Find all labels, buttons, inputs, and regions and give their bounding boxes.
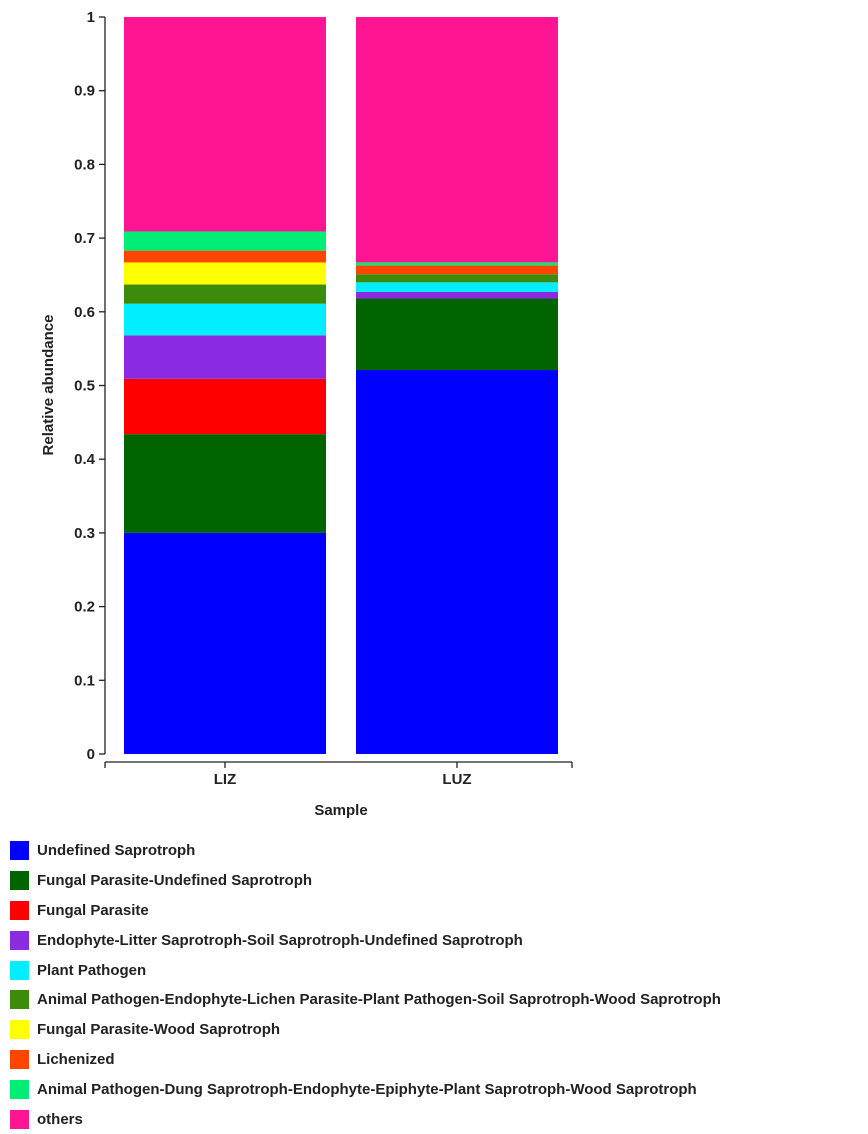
y-tick-label: 0.7 xyxy=(74,230,95,247)
legend-item: others xyxy=(10,1104,721,1134)
y-tick-label: 0.6 xyxy=(74,304,95,321)
bar-segment-liz-3 xyxy=(124,335,326,379)
legend-item: Lichenized xyxy=(10,1045,721,1075)
legend-label: Animal Pathogen-Endophyte-Lichen Parasit… xyxy=(37,991,721,1009)
legend-item: Animal Pathogen-Endophyte-Lichen Parasit… xyxy=(10,985,721,1015)
legend-swatch xyxy=(10,1049,29,1069)
legend-item: Undefined Saprotroph xyxy=(10,836,721,866)
legend-label: Lichenized xyxy=(37,1050,115,1068)
legend-swatch xyxy=(10,960,29,980)
y-tick-label: 0.2 xyxy=(74,599,95,616)
bars-group xyxy=(124,17,558,754)
legend-swatch xyxy=(10,1109,29,1129)
bar-segment-luz-4 xyxy=(356,282,558,292)
legend-swatch xyxy=(10,871,29,891)
legend: Undefined Saprotroph Fungal Parasite-Unde… xyxy=(10,836,721,1134)
legend-swatch xyxy=(10,990,29,1010)
legend-label: Endophyte-Litter Saprotroph-Soil Saprotr… xyxy=(37,931,523,949)
bar-segment-luz-5 xyxy=(356,274,558,283)
y-tick-label: 0.3 xyxy=(74,525,95,542)
bar-segment-luz-7 xyxy=(356,265,558,275)
bar-segment-liz-2 xyxy=(124,378,326,435)
bar-segment-liz-5 xyxy=(124,284,326,304)
legend-item: Fungal Parasite xyxy=(10,896,721,926)
axes-group: 0 0.1 0.2 0.3 0.4 0.5 0.6 0.7 0.8 0.9 1 LIZ LUZ xyxy=(74,9,573,788)
legend-label: Fungal Parasite xyxy=(37,901,149,919)
bar-segment-liz-8 xyxy=(124,231,326,251)
bar-segment-liz-6 xyxy=(124,262,326,285)
bar-segment-luz-0 xyxy=(356,370,558,754)
legend-swatch xyxy=(10,841,29,861)
legend-item: Fungal Parasite-Undefined Saprotroph xyxy=(10,866,721,896)
stacked-bar-chart: 0 0.1 0.2 0.3 0.4 0.5 0.6 0.7 0.8 0.9 1 LIZ LUZ Rela… xyxy=(40,9,573,819)
legend-label: Fungal Parasite-Wood Saprotroph xyxy=(37,1021,281,1039)
legend-item: Plant Pathogen xyxy=(10,955,721,985)
legend-swatch xyxy=(10,900,29,920)
y-tick-label: 0.8 xyxy=(74,156,95,173)
x-tick-label: LUZ xyxy=(442,771,471,788)
bar-segment-liz-9 xyxy=(124,17,326,232)
bar-segment-liz-7 xyxy=(124,250,326,263)
y-tick-label: 0.9 xyxy=(74,83,95,100)
legend-item: Fungal Parasite-Wood Saprotroph xyxy=(10,1015,721,1045)
legend-swatch xyxy=(10,930,29,950)
y-tick-label: 1 xyxy=(87,9,95,26)
x-axis-label: Sample xyxy=(314,802,367,819)
y-tick-label: 0.5 xyxy=(74,378,95,395)
bar-segment-liz-0 xyxy=(124,532,326,754)
bar-segment-luz-1 xyxy=(356,298,558,371)
legend-item: Animal Pathogen-Dung Saprotroph-Endophyt… xyxy=(10,1074,721,1104)
y-tick-label: 0 xyxy=(87,746,95,763)
y-tick-label: 0.1 xyxy=(74,672,95,689)
legend-swatch xyxy=(10,1020,29,1040)
legend-label: others xyxy=(37,1110,83,1128)
legend-label: Fungal Parasite-Undefined Saprotroph xyxy=(37,872,313,890)
legend-label: Animal Pathogen-Dung Saprotroph-Endophyt… xyxy=(37,1080,697,1098)
legend-swatch xyxy=(10,1079,29,1099)
legend-item: Endophyte-Litter Saprotroph-Soil Saprotr… xyxy=(10,925,721,955)
y-tick-label: 0.4 xyxy=(74,451,96,468)
bar-segment-luz-9 xyxy=(356,17,558,263)
bar-segment-luz-8 xyxy=(356,262,558,266)
legend-label: Undefined Saprotroph xyxy=(37,842,196,860)
legend-label: Plant Pathogen xyxy=(37,961,147,979)
bar-segment-liz-1 xyxy=(124,434,326,533)
y-axis-label: Relative abundance xyxy=(40,315,57,456)
x-tick-label: LIZ xyxy=(214,771,237,788)
bar-segment-liz-4 xyxy=(124,303,326,336)
bar-segment-luz-3 xyxy=(356,291,558,299)
